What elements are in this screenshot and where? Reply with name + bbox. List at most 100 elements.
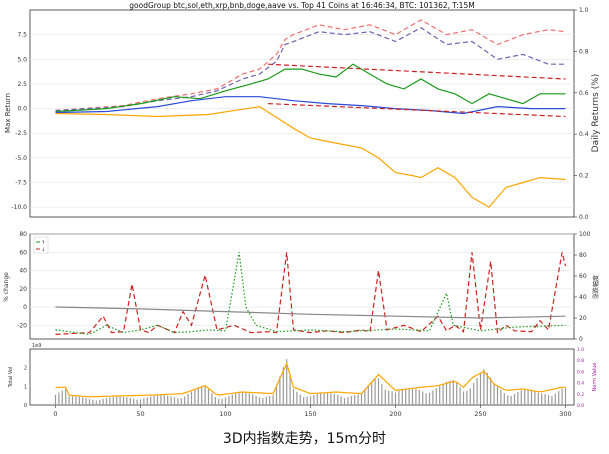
volume-bar (238, 392, 240, 405)
volume-bar (371, 381, 373, 405)
volume-bar (292, 388, 295, 405)
volume-bar (530, 390, 533, 405)
right-tick-label: 100 (579, 231, 591, 238)
middle-right-axis-label: 涨跌幅度 (592, 275, 600, 299)
middle-series (55, 252, 567, 336)
volume-bar (401, 389, 403, 405)
y-tick-label: 40 (19, 268, 27, 275)
volume-bar (534, 391, 536, 405)
volume-bar (490, 377, 492, 405)
volume-bar (156, 395, 159, 405)
volume-bar (184, 396, 186, 405)
series-line-1 (55, 27, 566, 112)
bottom-y-ticks: 0 1 2 (24, 366, 27, 409)
right-tick-label: 1.0 (577, 347, 584, 353)
bottom-right-ticks: 0.0 0.2 0.4 0.6 0.8 1.0 (577, 347, 584, 409)
legend-up-label: ↑ (41, 240, 45, 246)
volume-bar (204, 385, 206, 405)
middle-left-axis-label: % change (3, 272, 10, 302)
right-tick-label: 0.2 (577, 392, 584, 398)
volume-bar (218, 399, 220, 405)
right-tick-label: 80 (579, 252, 587, 259)
volume-bar (299, 394, 301, 405)
volume-bar (479, 373, 482, 405)
volume-bar (262, 398, 264, 405)
volume-bar (411, 388, 414, 405)
right-tick-label: 0.6 (579, 90, 589, 97)
series-line-4 (55, 105, 566, 208)
volume-bar (462, 391, 465, 405)
x-ticks: 0 50 100 150 200 250 300 (53, 405, 572, 418)
right-tick-label: 0.6 (577, 369, 584, 375)
right-tick-label: 0.0 (579, 214, 589, 221)
volume-bar (384, 389, 386, 405)
volume-bar (272, 395, 274, 405)
y-tick-label: -2.5 (15, 130, 27, 137)
volume-bar (122, 396, 125, 405)
y-tick-label: -7.5 (15, 180, 27, 187)
y-tick-label: 1 (24, 384, 27, 390)
volume-bar (476, 378, 478, 405)
chart-title: goodGroup btc,sol,eth,xrp,bnb,doge,aave … (129, 1, 474, 10)
series-line-0 (55, 252, 567, 335)
volume-bar (364, 389, 366, 405)
volume-bar (173, 397, 176, 405)
series-line-2 (55, 63, 566, 113)
volume-bar (354, 394, 356, 405)
figure-caption: 3D内指数走势，15m分时 (222, 431, 387, 447)
volume-bar (194, 389, 196, 405)
volume-bar (340, 396, 342, 405)
volume-bar (269, 395, 271, 405)
right-tick-label: 0.4 (579, 131, 589, 138)
top-left-axis-label: Max Return (4, 93, 12, 133)
bottom-panel: 1e9 Total Vol Norm Value 012 0.00.20.40.… (8, 343, 598, 418)
volume-bar (167, 395, 169, 405)
scale-label: 1e9 (32, 343, 41, 349)
volume-bar (109, 397, 111, 405)
volume-bar (398, 390, 400, 405)
volume-bar (330, 393, 332, 405)
volume-bar (442, 383, 444, 405)
volume-bar (248, 393, 250, 405)
volume-bar (235, 393, 237, 405)
volume-bar (296, 391, 298, 405)
right-tick-label: 0.2 (579, 173, 589, 180)
right-tick-label: 1.0 (579, 7, 589, 14)
right-tick-label: 0 (579, 336, 583, 343)
volume-bar (75, 396, 77, 405)
volume-bar (180, 398, 182, 405)
volume-bar (231, 394, 233, 405)
volume-bar (439, 385, 441, 405)
volume-bar (527, 389, 529, 405)
volume-bar (554, 393, 556, 405)
volume-bar (258, 397, 261, 405)
volume-bar (452, 380, 454, 405)
volume-bar (333, 393, 335, 405)
volume-bar (61, 390, 63, 405)
top-y-ticks: -10.0 -7.5 -5.0 -2.5 0.0 2.5 5.0 7.5 (11, 32, 27, 211)
y-tick-label: -10.0 (11, 204, 27, 211)
volume-bar (456, 382, 458, 405)
right-tick-label: 20 (579, 315, 587, 322)
volume-bar (54, 394, 57, 405)
volume-bar (425, 393, 427, 405)
volume-bar (95, 400, 97, 405)
volume-bar (150, 396, 152, 405)
volume-bar (160, 395, 162, 405)
volume-bar (337, 394, 339, 405)
volume-bar (133, 398, 135, 405)
x-tick-label: 0 (53, 410, 57, 418)
top-series (55, 19, 566, 208)
volume-bar (357, 394, 359, 405)
top-right-axis-label: Daily Returns (%) (591, 74, 601, 153)
volume-bar (374, 379, 376, 405)
middle-right-ticks: 0 20 40 60 80 100 (574, 231, 591, 343)
middle-legend: ↑ ↓ (33, 236, 49, 254)
right-tick-label: 0.0 (577, 403, 584, 409)
volume-bar (517, 392, 519, 405)
volume-bar (493, 383, 495, 405)
y-tick-label: 20 (19, 286, 27, 293)
volume-bar (367, 385, 369, 405)
